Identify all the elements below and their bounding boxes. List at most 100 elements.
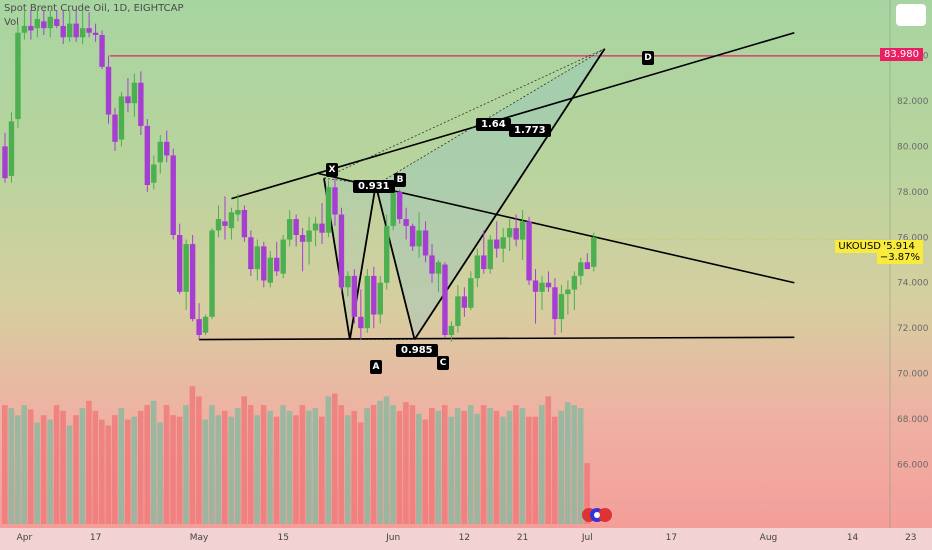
x-tick-label: Apr: [17, 533, 33, 543]
candle-body: [591, 237, 597, 267]
us-flag-icon[interactable]: [582, 507, 612, 526]
candle-body: [506, 228, 513, 238]
volume-bar: [183, 405, 189, 524]
resistance-price-tag: 83.980: [880, 48, 923, 61]
volume-bar: [8, 408, 15, 524]
ratio-label-bd: 1.773: [509, 124, 551, 137]
pattern-xab-area: [323, 178, 376, 340]
volume-bar: [364, 408, 370, 524]
volume-bar: [526, 416, 532, 524]
volume-bar: [247, 405, 254, 524]
volume-bar: [338, 405, 345, 524]
candle-body: [532, 280, 539, 292]
candle-body: [183, 244, 189, 292]
volume-bar: [60, 410, 66, 524]
volume-bar: [325, 396, 332, 524]
volume-bar: [254, 415, 260, 524]
candle-body: [196, 319, 202, 335]
volume-bar: [163, 405, 170, 524]
candle-body: [209, 230, 215, 317]
candle-body: [565, 289, 571, 295]
candle-body: [539, 282, 545, 292]
volume-bar: [14, 415, 21, 524]
candle-body: [79, 28, 86, 38]
candle-body: [54, 19, 60, 26]
volume-bar: [571, 405, 577, 524]
candle-body: [138, 82, 144, 126]
candle-body: [584, 262, 590, 270]
candle-body: [280, 239, 286, 274]
candle-body: [73, 23, 79, 38]
volume-bar: [500, 416, 506, 524]
volume-bar: [299, 405, 306, 524]
candle-body: [435, 262, 442, 274]
candle-body: [455, 296, 461, 326]
volume-bar: [73, 415, 79, 524]
volume-bar: [189, 386, 196, 524]
volume-bar: [357, 422, 364, 524]
volume-bar: [105, 425, 112, 524]
candle-body: [299, 235, 306, 242]
candle-body: [474, 255, 481, 279]
volume-bar: [40, 415, 47, 524]
x-tick-label: 14: [847, 533, 859, 543]
candle-body: [345, 275, 351, 288]
candle-body: [319, 223, 325, 233]
volume-bar: [286, 410, 293, 524]
volume-bar: [221, 410, 228, 524]
volume-bar: [2, 405, 8, 524]
x-tick-label: Jun: [385, 533, 400, 543]
volume-bar: [157, 422, 163, 524]
volume-bar: [99, 419, 105, 524]
x-tick-label: May: [190, 533, 209, 543]
volume-bar: [487, 408, 493, 524]
volume-bar: [377, 400, 383, 524]
candle-body: [41, 21, 47, 29]
volume-bar: [577, 408, 584, 524]
x-tick-label: 17: [90, 533, 101, 543]
volume-bar: [21, 405, 28, 524]
candle-body: [526, 221, 532, 281]
chart-settings-button[interactable]: [896, 4, 926, 26]
candle-body: [422, 230, 429, 256]
candle-body: [351, 275, 358, 317]
candle-body: [176, 235, 183, 292]
candle-body: [8, 121, 15, 176]
candle-body: [312, 223, 319, 231]
volume-bar: [396, 410, 403, 524]
candle-body: [364, 275, 371, 329]
date-axis-band: [0, 528, 932, 550]
x-tick-label: 17: [666, 533, 677, 543]
ratio-label-xab: 0.931: [353, 180, 395, 193]
candle-body: [545, 282, 552, 288]
last-price-change: −3.87%: [879, 252, 920, 263]
volume-bar: [34, 422, 40, 524]
x-tick-label: 23: [905, 533, 916, 543]
y-tick-label: 76.000: [897, 233, 929, 243]
volume-bar: [92, 410, 99, 524]
volume-bar: [429, 408, 435, 524]
candle-body: [558, 294, 565, 320]
candle-body: [267, 257, 273, 283]
candle-body: [189, 244, 196, 320]
last-price-tag: 75.914 −3.87%: [876, 240, 923, 264]
candle-body: [274, 257, 280, 272]
y-tick-label: 70.000: [897, 370, 929, 380]
volume-bar: [86, 400, 92, 524]
candle-body: [28, 25, 34, 31]
candle-body: [202, 316, 209, 333]
volume-bar: [416, 413, 422, 524]
volume-bar: [131, 416, 137, 524]
candle-body: [325, 187, 332, 233]
chart-title: Spot Brent Crude Oil, 1D, EIGHTCAP: [4, 3, 184, 14]
volume-bar: [403, 402, 409, 524]
candle-body: [396, 191, 403, 220]
volume-bar: [215, 415, 222, 524]
candle-body: [92, 32, 99, 35]
candle-body: [461, 296, 468, 308]
candle-body: [222, 221, 228, 226]
volume-bar: [241, 396, 247, 524]
volume-bar: [409, 405, 416, 524]
volume-bar: [196, 396, 202, 524]
